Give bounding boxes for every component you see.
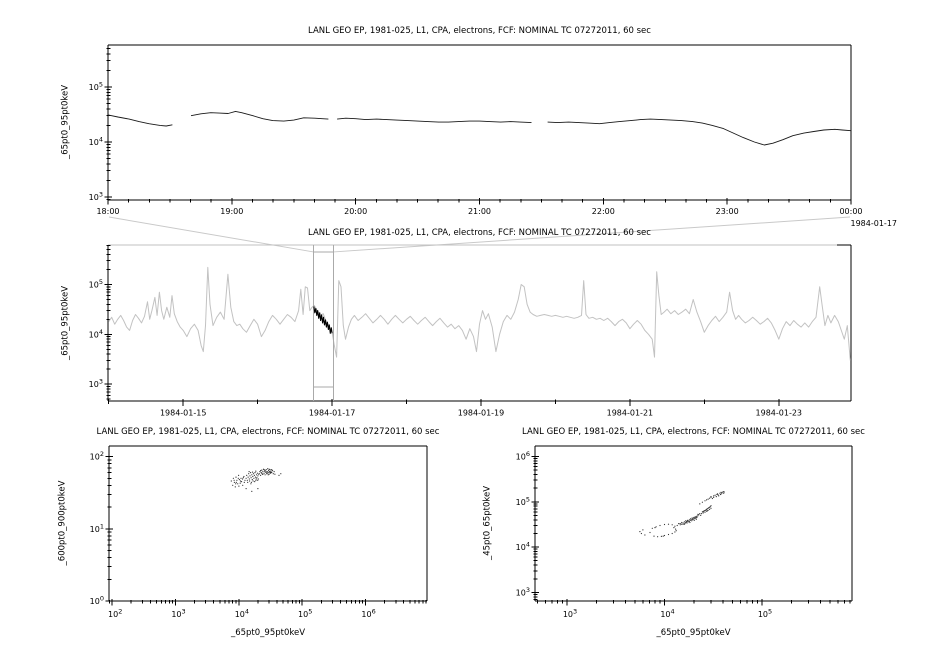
top-plot-axes: 103 104 105 18:00 19:00 20:00 21:00 22:00 23:00 0… xyxy=(89,44,863,216)
svg-text:104: 104 xyxy=(660,608,674,620)
svg-text:22:00: 22:00 xyxy=(592,207,615,216)
svg-text:23:00: 23:00 xyxy=(716,207,739,216)
x-axis-label-scatter-left: _65pt0_95pt0keV xyxy=(230,628,306,638)
svg-text:1984-01-19: 1984-01-19 xyxy=(458,409,505,418)
context-plot-axes: 103 104 105 1984-01-15 1984-01-17 1984-01-19 1… xyxy=(89,244,852,418)
y-axis-label-scatter-left: _600pt0_900pt0keV xyxy=(57,480,68,566)
svg-text:21:00: 21:00 xyxy=(468,207,491,216)
svg-text:00:00: 00:00 xyxy=(839,207,862,216)
svg-text:106: 106 xyxy=(361,608,375,620)
svg-text:102: 102 xyxy=(90,450,104,462)
svg-text:105: 105 xyxy=(758,608,772,620)
svg-text:102: 102 xyxy=(108,608,122,620)
zoom-region-box[interactable] xyxy=(312,245,335,401)
svg-text:103: 103 xyxy=(563,608,577,620)
svg-text:18:00: 18:00 xyxy=(96,207,119,216)
svg-text:103: 103 xyxy=(89,190,103,202)
chart-title-context: LANL GEO EP, 1981-025, L1, CPA, electron… xyxy=(308,228,651,238)
svg-text:105: 105 xyxy=(89,80,103,92)
svg-text:20:00: 20:00 xyxy=(344,207,367,216)
chart-title-top: LANL GEO EP, 1981-025, L1, CPA, electron… xyxy=(308,26,651,36)
svg-text:105: 105 xyxy=(89,278,103,290)
y-axis-label-context: _65pt0_95pt0keV xyxy=(60,285,71,361)
svg-text:103: 103 xyxy=(89,378,103,390)
svg-text:1984-01-21: 1984-01-21 xyxy=(607,409,654,418)
scatter-points-right xyxy=(639,491,725,538)
svg-text:101: 101 xyxy=(90,522,104,534)
highlight-series-line xyxy=(313,306,333,334)
svg-text:104: 104 xyxy=(89,135,103,147)
svg-text:1984-01-15: 1984-01-15 xyxy=(160,409,207,418)
svg-text:19:00: 19:00 xyxy=(220,207,243,216)
svg-text:104: 104 xyxy=(89,328,103,340)
svg-text:103: 103 xyxy=(516,586,530,598)
connector-lines xyxy=(108,216,851,253)
y-axis-label-top: _65pt0_95pt0keV xyxy=(60,84,71,160)
x-axis-label-scatter-right: _65pt0_95pt0keV xyxy=(656,628,731,638)
svg-text:104: 104 xyxy=(516,541,530,553)
chart-title-scatter-right: LANL GEO EP, 1981-025, L1, CPA, electron… xyxy=(522,427,865,437)
scatter-left-axes: 100 101 102 102 103 104 105 106 xyxy=(90,445,428,620)
y-axis-label-scatter-right: _45pt0_65pt0keV xyxy=(482,485,493,561)
date-offset-label: 1984-01-17 xyxy=(850,219,898,228)
chart-title-scatter-left: LANL GEO EP, 1981-025, L1, CPA, electron… xyxy=(96,427,440,437)
svg-text:105: 105 xyxy=(298,608,312,620)
scatter-right-axes: 103 104 105 106 103 104 105 xyxy=(516,445,853,620)
svg-text:105: 105 xyxy=(516,495,530,507)
svg-text:1984-01-17: 1984-01-17 xyxy=(309,409,356,418)
svg-text:106: 106 xyxy=(516,450,530,462)
svg-text:103: 103 xyxy=(171,608,185,620)
svg-text:1984-01-23: 1984-01-23 xyxy=(756,409,803,418)
top-series-line xyxy=(107,110,852,146)
context-series-line xyxy=(108,266,851,361)
svg-text:104: 104 xyxy=(235,608,249,620)
scatter-points-left xyxy=(230,468,282,492)
svg-text:100: 100 xyxy=(90,595,104,607)
